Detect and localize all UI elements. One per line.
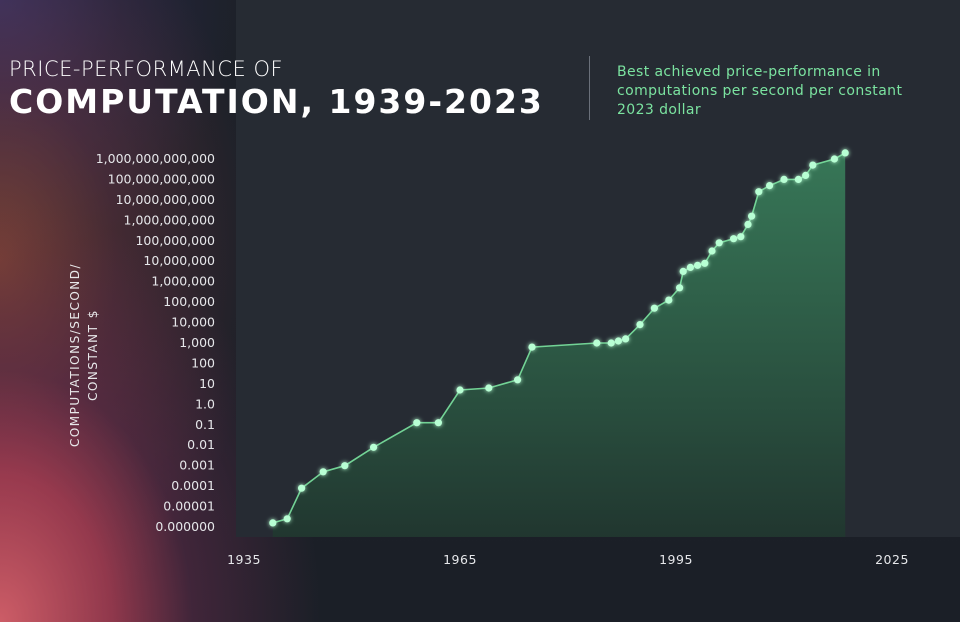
y-tick-label: 0.00001	[163, 499, 215, 514]
data-point	[319, 468, 327, 476]
y-tick-label: 1,000,000	[151, 274, 215, 289]
data-point	[269, 519, 277, 527]
data-point	[802, 171, 810, 179]
data-point	[485, 384, 493, 392]
data-point	[283, 515, 291, 523]
x-tick-label: 1995	[659, 552, 693, 567]
y-tick-label: 10,000,000,000	[116, 192, 215, 207]
y-tick-label: 100,000	[163, 294, 215, 309]
data-point	[413, 419, 421, 427]
y-tick-label: 1,000,000,000	[124, 212, 215, 227]
data-point	[694, 261, 702, 269]
data-point	[679, 267, 687, 275]
data-point	[701, 259, 709, 267]
y-tick-label: 0.01	[187, 437, 215, 452]
data-point	[607, 339, 615, 347]
y-tick-label: 10	[199, 376, 215, 391]
y-tick-label: 0.0001	[171, 478, 215, 493]
y-tick-label: 0.001	[179, 458, 215, 473]
data-point	[614, 337, 623, 345]
data-point	[622, 335, 630, 343]
data-point	[528, 343, 536, 351]
data-point	[514, 376, 522, 384]
data-point	[744, 220, 752, 228]
data-point	[686, 263, 695, 271]
data-point	[708, 247, 716, 255]
chart-subtitle: Best achieved price-performance in compu…	[617, 64, 903, 118]
data-point	[766, 182, 774, 190]
y-tick-label: 1,000	[179, 335, 215, 350]
x-tick-label: 1965	[443, 552, 477, 567]
y-tick-label: 100,000,000	[135, 233, 215, 248]
data-point	[636, 321, 644, 329]
data-point	[593, 339, 601, 347]
x-tick-label: 2025	[875, 552, 909, 567]
y-tick-label: 100	[191, 355, 215, 370]
data-point	[715, 239, 723, 247]
data-point	[434, 419, 442, 427]
data-point	[456, 386, 464, 394]
data-point	[748, 212, 756, 220]
title-line-1: PRICE-PERFORMANCE OF	[9, 57, 284, 81]
y-tick-label: 10,000	[171, 315, 215, 330]
series-area	[272, 152, 846, 537]
y-tick-label: 0.1	[195, 417, 215, 432]
data-point	[370, 443, 378, 451]
header-divider	[589, 56, 590, 120]
y-tick-label: 1.0	[195, 396, 215, 411]
data-point	[676, 284, 684, 292]
data-point	[730, 235, 738, 243]
y-tick-label: 0.000000	[155, 519, 215, 534]
y-tick-label: 1,000,000,000,000	[96, 151, 215, 166]
title-line-2: COMPUTATION, 1939-2023	[9, 82, 544, 121]
x-tick-label: 1935	[227, 552, 261, 567]
data-point	[809, 161, 817, 169]
data-point	[650, 304, 659, 312]
data-point	[830, 155, 839, 163]
data-point	[780, 175, 788, 183]
data-point	[665, 296, 673, 304]
y-tick-label: 100,000,000,000	[108, 171, 215, 186]
data-point	[841, 149, 849, 157]
data-point	[755, 188, 763, 196]
data-point	[341, 462, 349, 470]
y-tick-label: 10,000,000	[143, 253, 215, 268]
data-point	[737, 233, 745, 241]
data-point	[794, 175, 803, 183]
data-point	[298, 484, 306, 492]
